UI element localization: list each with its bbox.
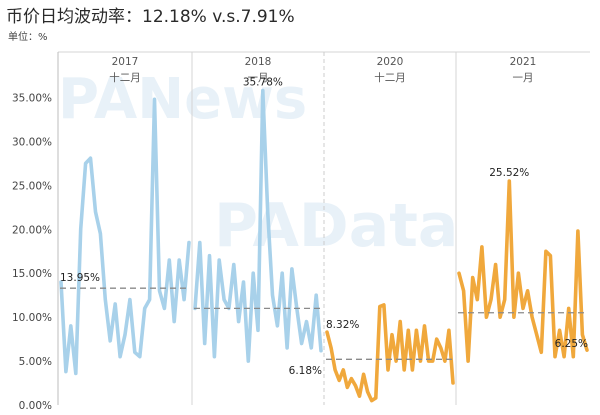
panel-year-label: 2020 bbox=[377, 56, 404, 68]
average-label-2020: 8.32% bbox=[326, 319, 359, 331]
watermark-padata: PAData bbox=[214, 191, 458, 261]
y-tick-label: 35.00% bbox=[12, 93, 52, 105]
y-tick-label: 15.00% bbox=[12, 268, 52, 280]
series-line-2018 bbox=[193, 88, 323, 363]
peak-label-2021: 25.52% bbox=[489, 167, 529, 179]
panel-month-label: 一月 bbox=[248, 72, 269, 84]
y-tick-label: 30.00% bbox=[12, 136, 52, 148]
panel-year-label: 2017 bbox=[112, 56, 139, 68]
y-tick-label: 20.00% bbox=[12, 224, 52, 236]
panel-month-label: 一月 bbox=[513, 72, 534, 84]
average-label-2017: 13.95% bbox=[60, 272, 100, 284]
unit-label: 单位：% bbox=[8, 32, 48, 43]
panel-year-label: 2018 bbox=[245, 56, 272, 68]
panel-month-label: 十二月 bbox=[109, 71, 141, 84]
series-line-2017 bbox=[59, 97, 191, 376]
peak-label-2018: 35.78% bbox=[243, 77, 283, 89]
series-line-2021 bbox=[457, 179, 589, 363]
end-label-2018: 6.18% bbox=[289, 365, 322, 377]
panel-month-label: 十二月 bbox=[374, 71, 406, 84]
panel-year-label: 2021 bbox=[510, 56, 537, 68]
y-tick-label: 10.00% bbox=[12, 312, 52, 324]
y-tick-label: 25.00% bbox=[12, 180, 52, 192]
y-tick-label: 5.00% bbox=[19, 356, 52, 368]
series-line-2020 bbox=[325, 303, 455, 403]
page-title: 币价日均波动率：12.18% v.s.7.91% bbox=[6, 7, 295, 27]
y-tick-label: 0.00% bbox=[19, 400, 52, 412]
end-label-2021: 6.25% bbox=[555, 338, 588, 350]
